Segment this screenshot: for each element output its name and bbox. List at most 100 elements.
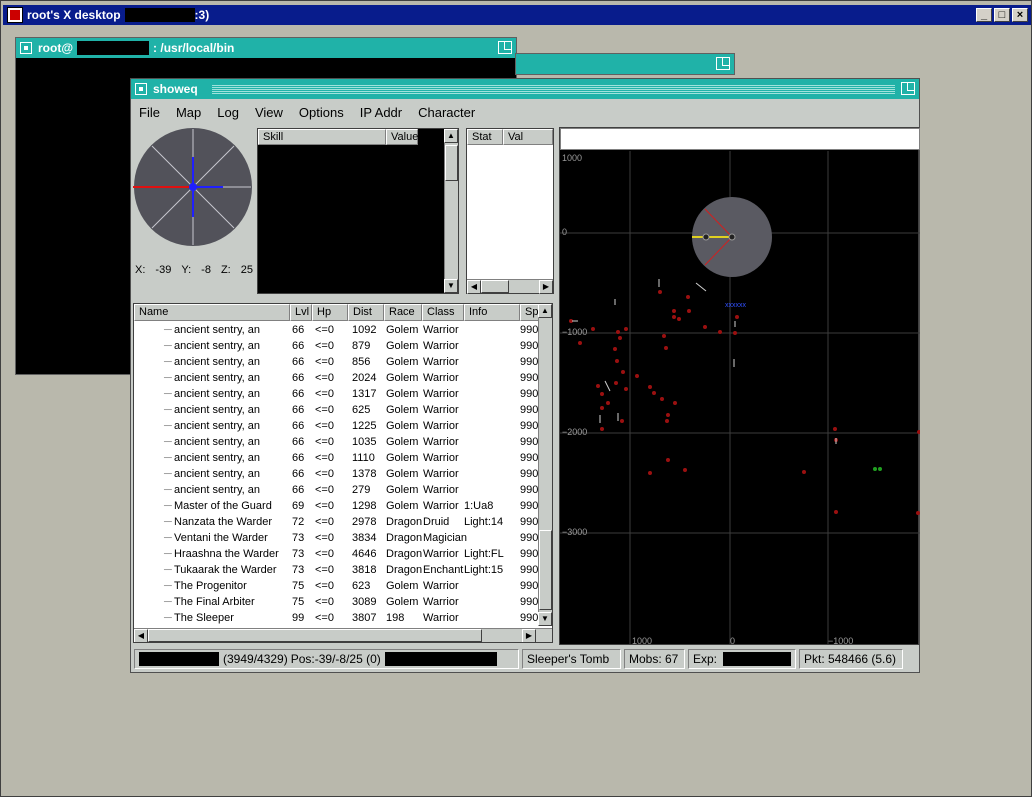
col-sp[interactable]: Sp — [520, 304, 542, 321]
row-race: Golem — [386, 484, 419, 496]
table-row[interactable]: ─ ancient sentry, an 66 <=0 1035 Golem Warrior… — [134, 435, 538, 451]
row-dist: 2024 — [352, 372, 377, 384]
row-sp: 990 — [520, 532, 538, 544]
window-menu-icon[interactable] — [20, 42, 32, 54]
row-dist: 4646 — [352, 548, 377, 560]
row-dist: 623 — [352, 580, 371, 592]
col-val[interactable]: Val — [503, 129, 553, 145]
scroll-thumb[interactable] — [539, 530, 552, 610]
tree-connector: ─ — [164, 324, 172, 336]
x-logo-icon — [7, 7, 23, 23]
skills-scrollbar[interactable]: ▲ ▼ — [444, 129, 458, 293]
col-skill[interactable]: Skill — [258, 129, 386, 145]
redacted-block — [384, 652, 497, 666]
col-value[interactable]: Value — [386, 129, 418, 145]
col-stat[interactable]: Stat — [467, 129, 503, 145]
map-x-tick: 1000 — [632, 636, 652, 645]
col-lvl[interactable]: Lvl — [290, 304, 312, 321]
col-race[interactable]: Race — [384, 304, 422, 321]
table-row[interactable]: ─ ancient sentry, an 66 <=0 856 Golem Warrior 9… — [134, 355, 538, 371]
table-row[interactable]: ─ ancient sentry, an 66 <=0 1110 Golem Warrior… — [134, 451, 538, 467]
menu-log[interactable]: Log — [217, 104, 239, 120]
table-row[interactable]: ─ ancient sentry, an 66 <=0 1225 Golem Warrior… — [134, 419, 538, 435]
table-row[interactable]: ─ ancient sentry, an 66 <=0 2024 Golem Warrior… — [134, 371, 538, 387]
menu-map[interactable]: Map — [175, 104, 202, 120]
window-menu-icon[interactable] — [135, 83, 147, 95]
spawn-label: xxxxxx — [725, 302, 747, 309]
spawn-hscrollbar[interactable]: ◀ ▶ — [134, 628, 552, 642]
table-row[interactable]: ─ ancient sentry, an 66 <=0 879 Golem Warrior 9… — [134, 339, 538, 355]
table-row[interactable]: ─ ancient sentry, an 66 <=0 625 Golem Warrior 9… — [134, 403, 538, 419]
table-row[interactable]: ─ Master of the Guard 69 <=0 1298 Golem Warrio… — [134, 499, 538, 515]
row-race: Golem — [386, 500, 419, 512]
row-hp: <=0 — [315, 324, 334, 336]
map-panel[interactable]: 1000 0 −1000 −2000 −3000 1000 0 −1000 xx… — [559, 127, 920, 645]
menu-character[interactable]: Character — [418, 104, 476, 120]
scroll-left-button[interactable]: ◀ — [467, 280, 481, 294]
scroll-down-button[interactable]: ▼ — [538, 612, 552, 626]
menu-options[interactable]: Options — [298, 104, 344, 120]
row-hp: <=0 — [315, 340, 334, 352]
row-class: Warrior — [423, 612, 459, 624]
row-dist: 1298 — [352, 500, 377, 512]
status-zone: Sleeper's Tomb — [522, 649, 621, 669]
terminal-titlebar[interactable]: root@ : /usr/local/bin — [16, 38, 516, 58]
menu-ip-addr[interactable]: IP Addr — [359, 104, 403, 120]
status-pos: Pos:-39/-8/25 (0) — [290, 652, 381, 666]
table-row[interactable]: ─ ancient sentry, an 66 <=0 1092 Golem Warrior… — [134, 323, 538, 339]
row-name: Nanzata the Warder — [174, 516, 273, 528]
table-row[interactable]: ─ ancient sentry, an 66 <=0 1378 Golem Warrior… — [134, 467, 538, 483]
showeq-titlebar[interactable]: showeq — [131, 79, 919, 99]
row-name: ancient sentry, an — [174, 420, 261, 432]
col-name[interactable]: Name — [134, 304, 290, 321]
row-name: The Sleeper — [174, 612, 234, 624]
row-hp: <=0 — [315, 420, 334, 432]
scroll-thumb[interactable] — [148, 629, 482, 642]
row-lvl: 66 — [292, 468, 305, 480]
table-row[interactable]: ─ Nanzata the Warder 72 <=0 2978 Dragon Druid L… — [134, 515, 538, 531]
maximize-icon[interactable] — [716, 57, 730, 70]
close-button[interactable]: × — [1012, 8, 1028, 22]
row-hp: <=0 — [315, 356, 334, 368]
row-class: Warrior — [423, 548, 459, 560]
scroll-down-button[interactable]: ▼ — [444, 279, 458, 293]
table-row[interactable]: ─ The Progenitor 75 <=0 623 Golem Warrior 990 — [134, 579, 538, 595]
scroll-up-button[interactable]: ▲ — [444, 129, 458, 143]
row-name: Hraashna the Warder — [174, 548, 279, 560]
table-row[interactable]: ─ Hraashna the Warder 73 <=0 4646 Dragon Warri… — [134, 547, 538, 563]
row-dist: 879 — [352, 340, 371, 352]
tree-connector: ─ — [164, 564, 172, 576]
scroll-thumb[interactable] — [481, 280, 509, 293]
table-row[interactable]: ─ The Sleeper 99 <=0 3807 198 Warrior 990 — [134, 611, 538, 627]
status-count: (3949/4329) — [223, 652, 288, 666]
redacted-block — [77, 41, 150, 55]
menu-file[interactable]: File — [139, 104, 160, 120]
col-info[interactable]: Info — [464, 304, 520, 321]
stats-hscrollbar[interactable]: ◀ ▶ — [467, 279, 553, 294]
scroll-thumb[interactable] — [445, 145, 458, 181]
background-window-titlebar[interactable] — [515, 53, 735, 75]
scroll-left-button[interactable]: ◀ — [134, 629, 148, 642]
col-hp[interactable]: Hp — [312, 304, 348, 321]
x-desktop-titlebar[interactable]: root's X desktop :3) _ □ × — [3, 5, 1031, 25]
menu-view[interactable]: View — [254, 104, 283, 120]
table-row[interactable]: ─ The Final Arbiter 75 <=0 3089 Golem Warrior 9… — [134, 595, 538, 611]
scroll-up-button[interactable]: ▲ — [538, 304, 552, 318]
spawn-scrollbar[interactable]: ▲ ▼ — [538, 304, 552, 626]
scroll-right-button[interactable]: ▶ — [522, 629, 536, 642]
table-row[interactable]: ─ ancient sentry, an 66 <=0 279 Golem Warrior 9… — [134, 483, 538, 499]
table-row[interactable]: ─ ancient sentry, an 66 <=0 1317 Golem Warrior… — [134, 387, 538, 403]
map-filter-input[interactable] — [560, 128, 920, 150]
showeq-window[interactable]: showeq File Map Log View Options IP Addr… — [130, 78, 920, 673]
table-row[interactable]: ─ Ventani the Warder 73 <=0 3834 Dragon Magici… — [134, 531, 538, 547]
maximize-icon[interactable] — [498, 41, 512, 54]
maximize-button[interactable]: □ — [994, 8, 1010, 22]
col-class[interactable]: Class — [422, 304, 464, 321]
row-sp: 990 — [520, 452, 538, 464]
zone-map[interactable]: 1000 0 −1000 −2000 −3000 1000 0 −1000 xx… — [560, 151, 920, 645]
col-dist[interactable]: Dist — [348, 304, 384, 321]
table-row[interactable]: ─ Tukaarak the Warder 73 <=0 3818 Dragon Encha… — [134, 563, 538, 579]
maximize-icon[interactable] — [901, 82, 915, 95]
scroll-right-button[interactable]: ▶ — [539, 280, 553, 294]
minimize-button[interactable]: _ — [976, 8, 992, 22]
